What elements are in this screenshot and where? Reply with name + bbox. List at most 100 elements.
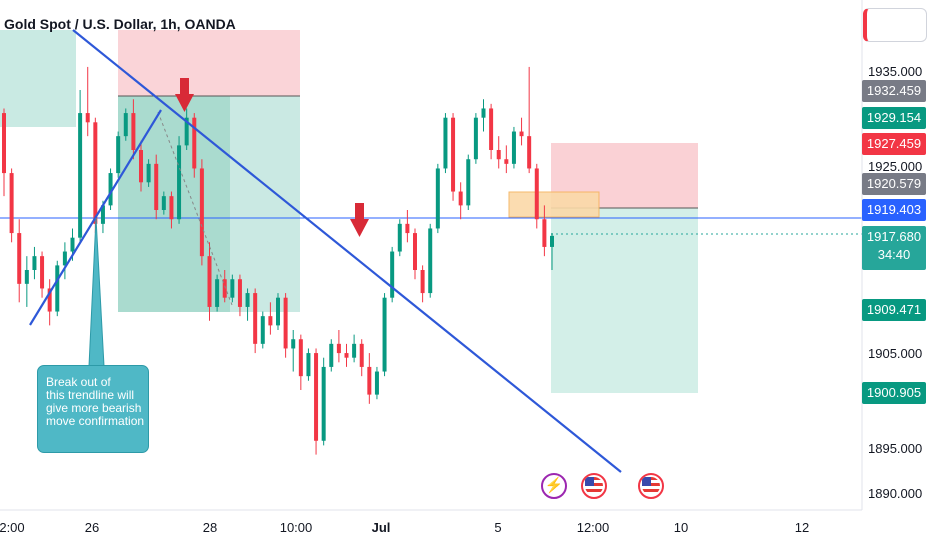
- candle-body[interactable]: [268, 316, 273, 326]
- candle-body[interactable]: [222, 279, 227, 298]
- candle-body[interactable]: [192, 117, 197, 169]
- candle-body[interactable]: [451, 117, 456, 192]
- candle-body[interactable]: [390, 251, 395, 298]
- candle-body[interactable]: [291, 339, 296, 349]
- stop-loss-box[interactable]: [118, 30, 300, 96]
- candle-body[interactable]: [489, 108, 494, 150]
- candle-body[interactable]: [352, 343, 357, 358]
- candle-body[interactable]: [435, 168, 440, 229]
- ascending-trendline[interactable]: [29, 109, 162, 326]
- candle-body[interactable]: [177, 145, 182, 220]
- candle-body[interactable]: [161, 196, 166, 210]
- candle-body[interactable]: [199, 168, 204, 257]
- candle-body[interactable]: [519, 131, 524, 137]
- candle-body[interactable]: [397, 223, 402, 252]
- candle-body[interactable]: [413, 233, 417, 270]
- candle-body[interactable]: [473, 117, 478, 160]
- candle-body[interactable]: [32, 256, 37, 270]
- candle-body[interactable]: [504, 159, 509, 164]
- descending-trendline[interactable]: [72, 29, 622, 473]
- current-price-tag: 1919.403: [862, 199, 926, 221]
- candle-body[interactable]: [511, 131, 516, 164]
- time-axis-label: 28: [202, 520, 218, 535]
- candle-body[interactable]: [550, 235, 554, 247]
- dashed-guide-line: [157, 111, 233, 306]
- candle-body[interactable]: [306, 353, 311, 377]
- time-axis-label: 26: [84, 520, 100, 535]
- candle-body[interactable]: [131, 113, 136, 150]
- supply-zone[interactable]: [508, 191, 600, 218]
- candle-body[interactable]: [428, 228, 433, 294]
- annotation-callout[interactable]: Break out of this trendline will give mo…: [37, 365, 149, 453]
- time-axis-label: 12:00: [576, 520, 610, 535]
- lightning-icon[interactable]: ⚡: [541, 473, 567, 499]
- us-flag-icon[interactable]: [581, 473, 607, 499]
- candle-body[interactable]: [169, 196, 174, 220]
- candle-body[interactable]: [207, 256, 212, 307]
- candle-body[interactable]: [367, 366, 372, 395]
- candle-body[interactable]: [108, 173, 113, 206]
- candle-body[interactable]: [85, 113, 90, 123]
- candle-body[interactable]: [93, 122, 98, 224]
- price-axis-label: 1935.000: [868, 64, 923, 79]
- candle-body[interactable]: [237, 279, 242, 307]
- candle-body[interactable]: [78, 113, 83, 238]
- candle-body[interactable]: [443, 117, 448, 169]
- candle-body[interactable]: [420, 270, 425, 294]
- candle-body[interactable]: [230, 279, 235, 298]
- candle-body[interactable]: [527, 136, 532, 169]
- candle-body[interactable]: [215, 279, 220, 307]
- candle-body[interactable]: [466, 159, 471, 206]
- candle-body[interactable]: [123, 113, 128, 137]
- symbol-widget[interactable]: [863, 8, 927, 42]
- candle-body[interactable]: [245, 293, 250, 307]
- down-arrow-icon[interactable]: [175, 78, 194, 112]
- candle-body[interactable]: [62, 251, 67, 266]
- candle-body[interactable]: [374, 371, 379, 395]
- candle-body[interactable]: [260, 316, 265, 344]
- candle-body[interactable]: [116, 136, 121, 174]
- candle-body[interactable]: [40, 256, 45, 289]
- candle-body[interactable]: [458, 191, 463, 206]
- candle-body[interactable]: [405, 223, 410, 234]
- candle-body[interactable]: [496, 150, 501, 160]
- candle-body[interactable]: [2, 113, 6, 174]
- candle-body[interactable]: [321, 366, 326, 441]
- candle-body[interactable]: [344, 353, 349, 358]
- candle-body[interactable]: [184, 117, 189, 146]
- candle-body[interactable]: [314, 353, 319, 441]
- down-arrow-icon[interactable]: [350, 203, 369, 237]
- time-axis-label: 5: [494, 520, 502, 535]
- candle-body[interactable]: [382, 297, 387, 372]
- position-box-teal[interactable]: [0, 30, 76, 127]
- candle-body[interactable]: [146, 163, 151, 183]
- candle-body[interactable]: [298, 339, 303, 377]
- take-profit-box-right[interactable]: [551, 208, 698, 393]
- price-tag: 1900.905: [862, 382, 926, 404]
- candle-body[interactable]: [100, 205, 105, 224]
- candle-body[interactable]: [24, 270, 29, 284]
- candle-body[interactable]: [329, 343, 334, 367]
- us-flag-icon[interactable]: [638, 473, 664, 499]
- candle-body[interactable]: [336, 343, 341, 354]
- candle-body[interactable]: [139, 150, 143, 183]
- candle-body[interactable]: [542, 219, 547, 247]
- candle-body[interactable]: [276, 297, 280, 326]
- candle-body[interactable]: [55, 265, 60, 312]
- candle-body[interactable]: [534, 168, 539, 220]
- candle-body[interactable]: [283, 297, 288, 349]
- candle-body[interactable]: [154, 163, 159, 210]
- candle-body[interactable]: [481, 108, 486, 118]
- chart-title[interactable]: Gold Spot / U.S. Dollar, 1h, OANDA: [4, 16, 236, 32]
- candle-body[interactable]: [70, 237, 75, 252]
- candle-body[interactable]: [9, 173, 14, 234]
- candles-group: [2, 66, 554, 455]
- candle-body[interactable]: [17, 233, 22, 284]
- candle-body[interactable]: [47, 288, 52, 312]
- candle-body[interactable]: [253, 293, 258, 344]
- price-tag: 1909.471: [862, 299, 926, 321]
- bar-countdown: 34:40: [877, 247, 911, 262]
- candle-body[interactable]: [359, 343, 364, 367]
